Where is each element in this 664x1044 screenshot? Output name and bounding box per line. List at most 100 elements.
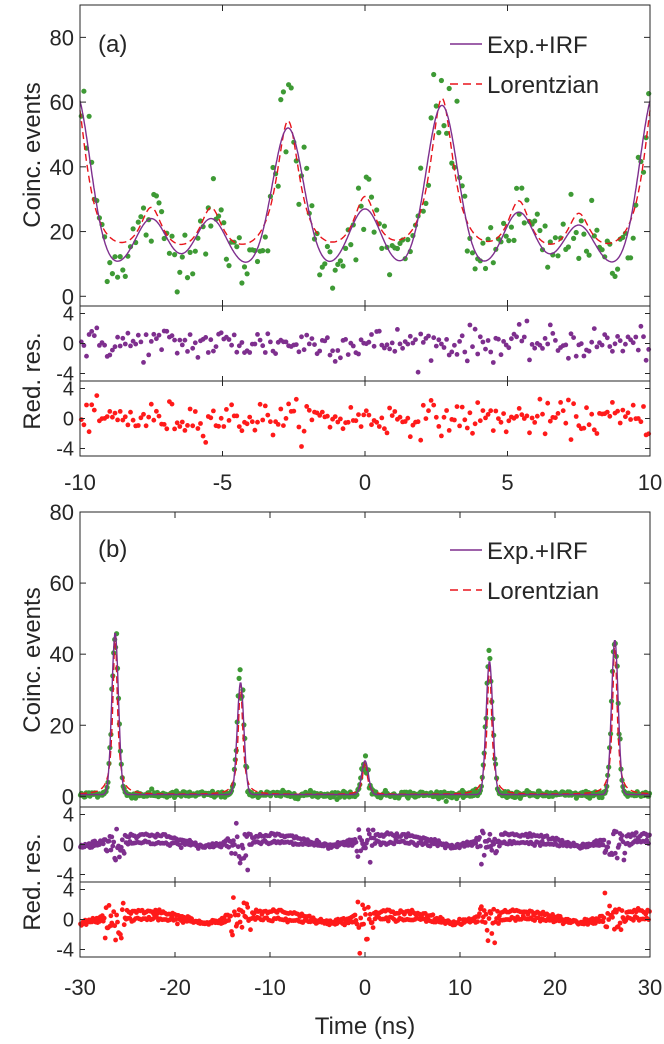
panel-a-residual-lorentzian-point [581, 425, 587, 431]
panel-a-residual-lorentzian-point [493, 408, 499, 414]
panel-a-data-point [472, 266, 478, 272]
panel-a-residual-lorentzian-point [195, 426, 201, 431]
panel-a-residual-exp-irf-point [325, 335, 330, 341]
panel-b-residual-exp-irf-point [356, 827, 362, 833]
panel-a-residual-lorentzian-point [247, 414, 253, 420]
panel-a-residual-exp-irf-point [454, 352, 460, 357]
panel-a-data-point [223, 256, 229, 262]
panel-a-residual-exp-irf-point [187, 332, 193, 337]
panel-a-data-point [394, 245, 400, 252]
panel-a-data-point [138, 214, 144, 220]
panel-b-residual-exp-irf-point [600, 842, 606, 848]
panel-a-residual-lorentzian-point [345, 419, 351, 425]
panel-a-residual-1-y-tick-label: 0 [63, 334, 74, 356]
panel-a-x-tick-label: 0 [359, 470, 371, 495]
panel-a-residual-exp-irf-point [635, 347, 641, 353]
panel-a-main-marks [78, 71, 652, 295]
panel-a-residual-lorentzian-point [164, 426, 170, 432]
panel-a-residual-lorentzian-point [218, 415, 224, 421]
panel-b-residual-exp-irf-point [117, 854, 122, 860]
panel-b-residual-lorentzian-point [230, 932, 235, 938]
panel-a-residual-lorentzian-point [319, 409, 325, 415]
panel-a-legend-lorentzian-label: Lorentzian [487, 72, 599, 99]
panel-a-residual-lorentzian-point [423, 416, 429, 421]
panel-b-label: (b) [98, 536, 127, 563]
panel-a-data-point [177, 269, 183, 275]
panel-a-data-point [469, 250, 476, 256]
panel-b-residual-exp-irf-point [621, 857, 627, 863]
panel-b-residual-exp-irf-point [109, 834, 115, 840]
panel-b-residual-lorentzian-point [491, 906, 497, 912]
panel-b-residual-lorentzian-point [481, 908, 487, 913]
panel-b-residual-exp-irf-point [100, 841, 106, 847]
panel-a-residual-exp-irf-point [615, 334, 620, 339]
panel-b-residual-exp-irf-point [537, 843, 543, 848]
panel-a-residual-lorentzian-point [198, 421, 203, 426]
panel-a-residual-exp-irf-point [547, 322, 553, 328]
panel-a-data-point [594, 227, 600, 233]
panel-b-residual-lorentzian-point [484, 927, 490, 933]
panel-a-data-point [446, 85, 452, 92]
panel-a-data-point [374, 207, 380, 213]
panel-a-residual-exp-irf-point [578, 341, 584, 347]
panel-a-residual-lorentzian-point [234, 413, 240, 419]
panel-b-residual-exp-irf-point [486, 837, 492, 843]
panel-a-data-point [278, 97, 284, 103]
panel-b-residual-lorentzian-point [108, 913, 114, 919]
panel-b-residual-lorentzian-point [606, 917, 612, 922]
panel-a-residual-exp-irf-point [604, 335, 610, 341]
panel-a-residual-exp-irf-point [317, 348, 323, 354]
panel-b-y-tick-label: 20 [50, 713, 74, 738]
panel-b-residual-lorentzian-point [357, 950, 363, 956]
panel-a-data-point [270, 164, 276, 171]
panel-a-residual-lorentzian-point [296, 424, 302, 430]
panel-a-residual-lorentzian-point [369, 422, 374, 428]
panel-b-residual-exp-irf-point [235, 844, 241, 850]
panel-a-data-point [81, 88, 87, 94]
panel-a-residual-exp-irf-point [371, 343, 377, 349]
panel-a-residual-exp-irf-point [426, 333, 431, 339]
panel-a-residual-exp-irf-point [138, 339, 144, 345]
panel-a-residual-lorentzian-point [262, 403, 268, 409]
panel-a-residual-lorentzian-point [540, 411, 545, 417]
panel-a-residual-lorentzian-point [309, 417, 315, 423]
panel-a-residual-lorentzian-point [107, 409, 113, 414]
panel-a-residual-lorentzian-point [141, 411, 146, 417]
panel-a-residual-2-ticks: -4 0 4 [56, 379, 651, 461]
panel-a-residual-lorentzian-point [156, 413, 162, 419]
panel-b-residual-exp-irf-point [478, 843, 483, 849]
panel-a-residual-exp-irf-point [638, 323, 644, 329]
panel-b-y-tick-label: 40 [50, 642, 74, 667]
panel-a-residual-exp-irf-point [122, 341, 128, 347]
panel-b-residual-lorentzian-point [602, 890, 608, 896]
panel-a-data-point [184, 275, 191, 281]
panel-a-residual-lorentzian-point [151, 417, 157, 423]
panel-a-residual-exp-irf-point [335, 348, 341, 353]
panel-a-data-point [112, 254, 118, 260]
panel-b-residual-exp-irf-point [245, 867, 251, 873]
panel-a-data-point [343, 245, 349, 251]
panel-a-residual-exp-irf-point [498, 352, 504, 358]
panel-a-residual-exp-irf-point [436, 337, 442, 343]
panel-a-residual-exp-irf-point [91, 333, 97, 339]
panel-a-residual-exp-irf-point [304, 332, 310, 338]
panel-b-residual-exp-irf-point [178, 845, 184, 851]
panel-a-residual-lorentzian-point [498, 419, 504, 425]
panel-b-x-ticks: -30 -20 -10 0 10 20 30 [64, 975, 662, 1000]
panel-a-residual-lorentzian-point [260, 417, 266, 423]
panel-a-data-point [555, 253, 561, 259]
panel-a-data-point [482, 265, 489, 272]
panel-a-residual-lorentzian-point [304, 404, 310, 409]
panel-a-residual-exp-irf-point [369, 332, 374, 337]
panel-a-data-point [441, 123, 447, 129]
panel-a-residual-lorentzian-point [625, 410, 631, 416]
panel-a-data-point [425, 182, 432, 188]
panel-b-residual-exp-irf-point [111, 839, 117, 845]
panel-a-data-point [265, 248, 271, 254]
panel-a-residual-lorentzian-point [615, 408, 620, 414]
panel-a-data-point [280, 89, 286, 95]
panel-a-data-point [283, 149, 289, 155]
panel-a-residual-lorentzian-point [161, 422, 167, 427]
panel-b-residual-lorentzian-point [355, 899, 361, 905]
panel-a-residual-exp-irf-point [135, 332, 141, 338]
